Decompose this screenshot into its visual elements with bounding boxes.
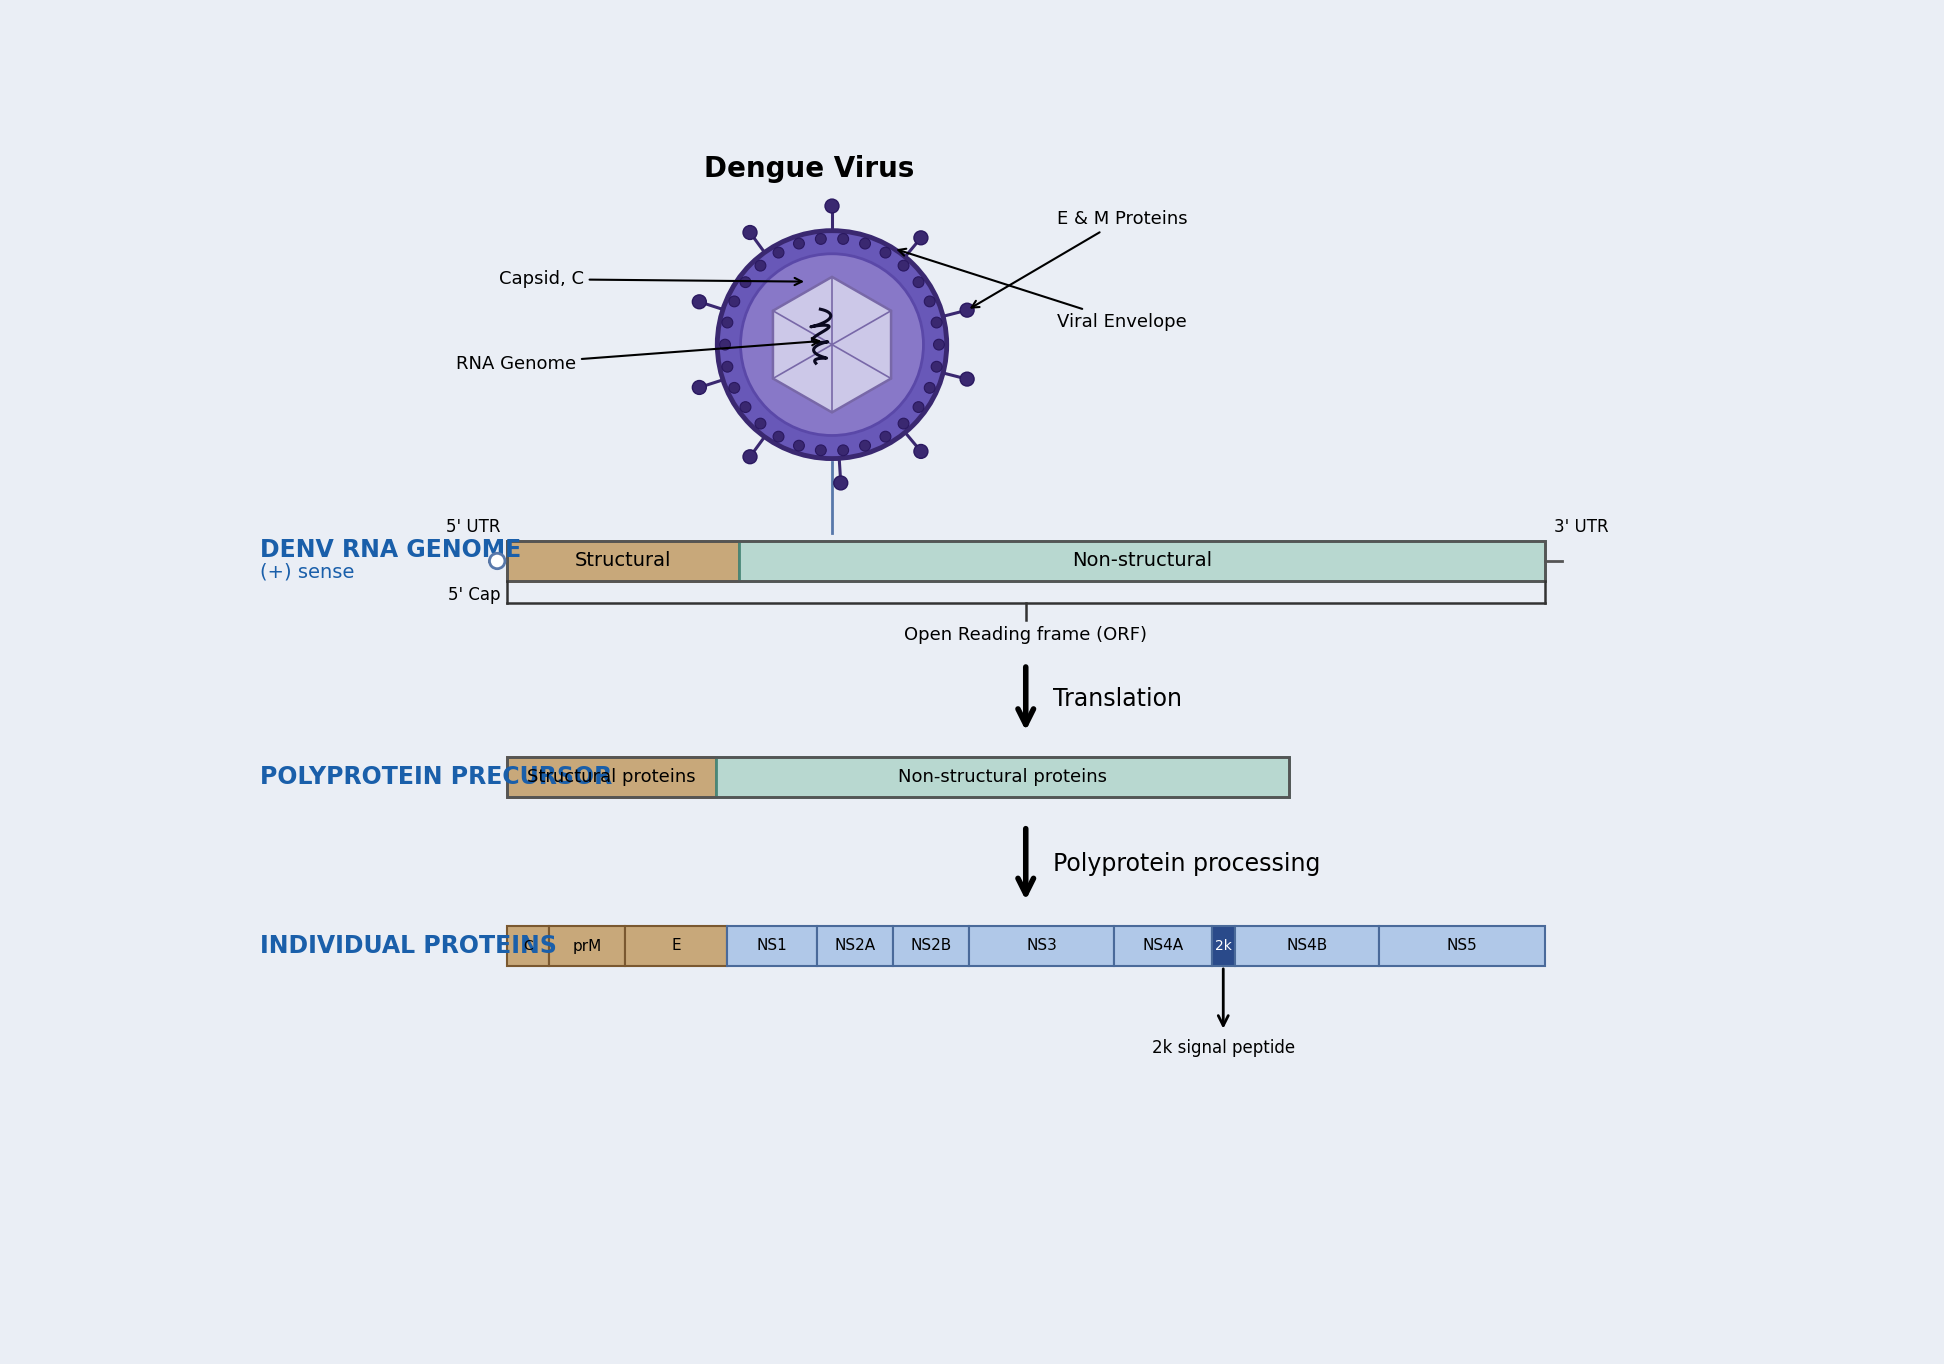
Circle shape xyxy=(692,295,706,308)
Circle shape xyxy=(774,431,783,442)
FancyBboxPatch shape xyxy=(507,926,548,966)
Circle shape xyxy=(692,381,706,394)
Text: Polyprotein processing: Polyprotein processing xyxy=(1054,852,1320,877)
Circle shape xyxy=(898,261,910,271)
FancyBboxPatch shape xyxy=(1380,926,1545,966)
Circle shape xyxy=(914,277,923,288)
FancyBboxPatch shape xyxy=(715,757,1289,797)
Text: 5' Cap: 5' Cap xyxy=(447,585,500,604)
Text: Non-structural proteins: Non-structural proteins xyxy=(898,768,1106,786)
Text: INDIVIDUAL PROTEINS: INDIVIDUAL PROTEINS xyxy=(260,934,556,958)
Circle shape xyxy=(923,382,935,393)
Text: C: C xyxy=(523,938,533,953)
Text: NS2B: NS2B xyxy=(910,938,953,953)
Text: E & M Proteins: E & M Proteins xyxy=(972,210,1188,307)
Polygon shape xyxy=(774,277,890,412)
Text: POLYPROTEIN PRECURSOR: POLYPROTEIN PRECURSOR xyxy=(260,765,612,788)
FancyBboxPatch shape xyxy=(507,542,739,581)
Circle shape xyxy=(838,233,850,244)
Circle shape xyxy=(815,233,826,244)
Text: Viral Envelope: Viral Envelope xyxy=(898,248,1186,330)
FancyBboxPatch shape xyxy=(892,926,970,966)
Circle shape xyxy=(838,445,850,456)
Circle shape xyxy=(743,450,756,464)
Circle shape xyxy=(834,476,848,490)
Circle shape xyxy=(490,554,505,569)
FancyBboxPatch shape xyxy=(626,926,727,966)
FancyBboxPatch shape xyxy=(1114,926,1211,966)
Text: NS5: NS5 xyxy=(1446,938,1477,953)
FancyBboxPatch shape xyxy=(727,926,816,966)
Text: Dengue Virus: Dengue Virus xyxy=(704,155,914,183)
Text: (+) sense: (+) sense xyxy=(260,562,354,581)
Circle shape xyxy=(931,318,943,327)
Circle shape xyxy=(774,247,783,258)
Text: NS4B: NS4B xyxy=(1287,938,1328,953)
Text: RNA Genome: RNA Genome xyxy=(457,338,818,372)
Circle shape xyxy=(754,261,766,271)
Circle shape xyxy=(793,441,805,451)
FancyBboxPatch shape xyxy=(1211,926,1234,966)
FancyBboxPatch shape xyxy=(1234,926,1380,966)
Text: 2k: 2k xyxy=(1215,938,1232,953)
Circle shape xyxy=(717,231,947,458)
Circle shape xyxy=(933,340,945,351)
Text: Structural proteins: Structural proteins xyxy=(527,768,696,786)
Text: NS4A: NS4A xyxy=(1143,938,1184,953)
Text: NS2A: NS2A xyxy=(834,938,875,953)
Circle shape xyxy=(815,445,826,456)
FancyBboxPatch shape xyxy=(970,926,1114,966)
Text: prM: prM xyxy=(573,938,603,953)
Circle shape xyxy=(960,372,974,386)
Circle shape xyxy=(721,361,733,372)
FancyBboxPatch shape xyxy=(739,542,1545,581)
Circle shape xyxy=(859,239,871,250)
Text: Capsid, C: Capsid, C xyxy=(500,270,801,288)
Circle shape xyxy=(729,296,741,307)
Circle shape xyxy=(914,402,923,412)
Text: DENV RNA GENOME: DENV RNA GENOME xyxy=(260,539,521,562)
Text: Open Reading frame (ORF): Open Reading frame (ORF) xyxy=(904,626,1147,644)
Text: Structural: Structural xyxy=(575,551,671,570)
Text: NS3: NS3 xyxy=(1026,938,1058,953)
Circle shape xyxy=(881,247,890,258)
FancyBboxPatch shape xyxy=(816,926,892,966)
Text: Non-structural: Non-structural xyxy=(1071,551,1211,570)
Circle shape xyxy=(721,318,733,327)
Circle shape xyxy=(743,225,756,240)
Circle shape xyxy=(881,431,890,442)
Circle shape xyxy=(914,231,927,244)
Circle shape xyxy=(793,239,805,250)
Circle shape xyxy=(859,441,871,451)
Text: 5' UTR: 5' UTR xyxy=(445,518,500,536)
Circle shape xyxy=(719,340,731,351)
Circle shape xyxy=(741,277,750,288)
Circle shape xyxy=(923,296,935,307)
Text: 3' UTR: 3' UTR xyxy=(1555,518,1610,536)
Circle shape xyxy=(914,445,927,458)
Circle shape xyxy=(754,419,766,430)
Text: NS1: NS1 xyxy=(756,938,787,953)
Text: 2k signal peptide: 2k signal peptide xyxy=(1151,1039,1295,1057)
FancyBboxPatch shape xyxy=(507,757,715,797)
Circle shape xyxy=(960,303,974,316)
Circle shape xyxy=(898,419,910,430)
Circle shape xyxy=(824,199,840,213)
Circle shape xyxy=(741,402,750,412)
Circle shape xyxy=(741,254,923,435)
Circle shape xyxy=(729,382,741,393)
Text: Translation: Translation xyxy=(1054,687,1182,711)
Circle shape xyxy=(931,361,943,372)
FancyBboxPatch shape xyxy=(548,926,626,966)
Text: E: E xyxy=(671,938,680,953)
